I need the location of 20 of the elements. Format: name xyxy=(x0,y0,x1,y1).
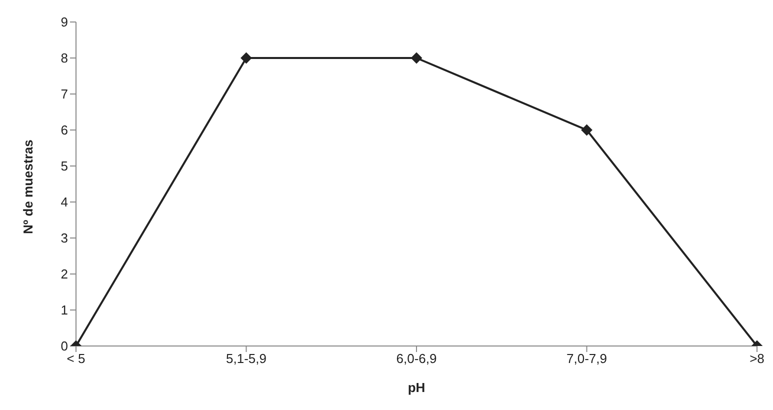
y-tick-label: 0 xyxy=(60,338,68,354)
y-tick-label: 4 xyxy=(60,194,68,210)
y-tick-label: 9 xyxy=(60,14,68,30)
x-tick-label: < 5 xyxy=(66,351,86,366)
x-tick-label: 7,0-7,9 xyxy=(566,351,607,366)
x-axis-title: pH xyxy=(408,380,426,395)
y-tick-label: 3 xyxy=(60,230,68,246)
y-tick-label: 7 xyxy=(60,86,68,102)
y-tick-label: 2 xyxy=(60,266,68,282)
point xyxy=(240,52,252,64)
y-tick-label: 5 xyxy=(60,158,68,174)
y-tick-label: 8 xyxy=(60,50,68,66)
x-tick-label: 5,1-5,9 xyxy=(226,351,266,366)
x-tick-label: >8 xyxy=(750,351,764,366)
y-tick-label: 6 xyxy=(60,122,68,138)
y-tick-label: 1 xyxy=(60,302,68,318)
point xyxy=(411,52,422,64)
y-axis-title: Nº de muestras xyxy=(20,140,36,234)
point xyxy=(581,124,592,136)
x-tick-label: 6,0-6,9 xyxy=(396,351,437,366)
